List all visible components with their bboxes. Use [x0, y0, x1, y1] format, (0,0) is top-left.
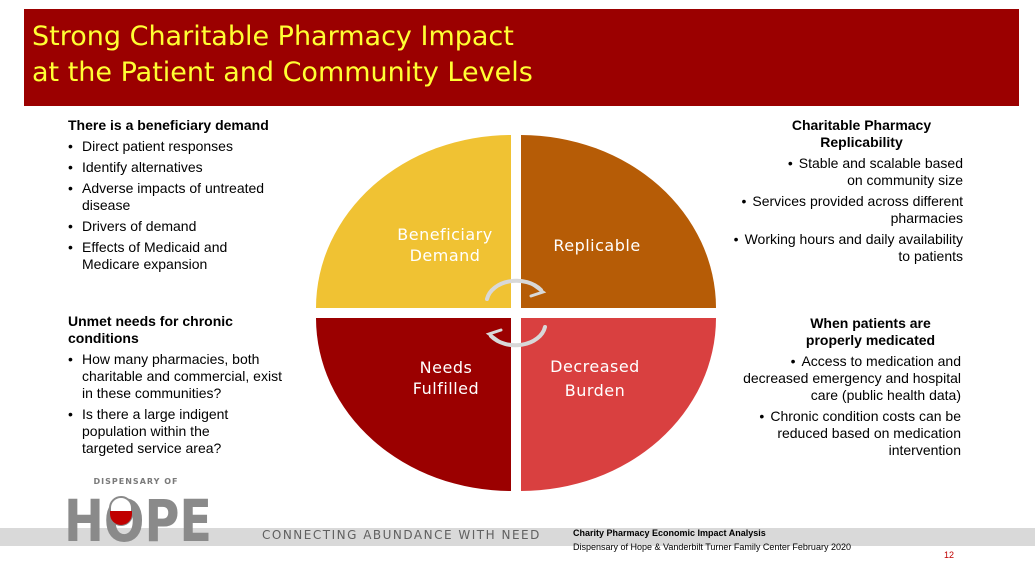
segment-label-replicable: Replicable [553, 236, 640, 255]
unmet-needs-heading: Unmet needs for chronic conditions [68, 313, 290, 347]
page-number: 12 [944, 550, 955, 560]
list-item: Direct patient responses [68, 138, 298, 155]
list-item: • Chronic condition costs can be reduced b… [759, 408, 961, 458]
list-item-line: reduced based on medication [777, 425, 961, 441]
footer-band [0, 528, 1035, 546]
dispensary-of-hope-logo: DISPENSARY OF HOPE [64, 475, 224, 555]
list-item: Is there a large indigent population wit… [68, 406, 262, 457]
replicability-heading-line-2: Replicability [820, 134, 903, 150]
replicability-list: • Stable and scalable based on community s… [700, 155, 963, 265]
unmet-needs-heading-line-1: Unmet needs for chronic [68, 313, 233, 329]
replicability-block: Charitable Pharmacy Replicability • Stabl… [700, 117, 963, 265]
list-item: Effects of Medicaid and Medicare expansi… [68, 239, 252, 273]
properly-medicated-heading-line-2: properly medicated [805, 332, 936, 348]
beneficiary-demand-heading: There is a beneficiary demand [68, 117, 269, 133]
list-item-line: decreased emergency and hospital [743, 370, 961, 386]
list-item-line: intervention [888, 442, 961, 458]
unmet-needs-heading-line-2: conditions [68, 330, 139, 346]
unmet-needs-block: Unmet needs for chronic conditions How m… [68, 313, 290, 457]
properly-medicated-heading-line-1: When patients are [810, 315, 931, 331]
list-item-line: Stable and scalable based [798, 155, 963, 171]
segment-needs-fulfilled [316, 318, 511, 491]
source-detail: Dispensary of Hope & Vanderbilt Turner F… [573, 542, 851, 552]
properly-medicated-block: When patients are properly medicated • Ac… [700, 315, 961, 459]
list-item-line: on community size [847, 172, 963, 188]
footer-base [0, 546, 1035, 583]
logo-small-text: DISPENSARY OF [94, 477, 179, 486]
segment-label-needs-fulfilled: Needs Fulfilled [413, 358, 479, 398]
replicability-heading: Charitable Pharmacy Replicability [700, 117, 963, 151]
list-item-line: Access to medication and [801, 353, 961, 369]
segment-replicable [521, 135, 716, 308]
list-item: Adverse impacts of untreated disease [68, 180, 292, 214]
slide-title-line-2: at the Patient and Community Levels [32, 57, 533, 88]
list-item: Drivers of demand [68, 218, 298, 235]
list-item: • Stable and scalable based on community s… [787, 155, 963, 188]
circular-arrows-icon [485, 278, 547, 348]
capsule-icon [109, 496, 133, 526]
segment-beneficiary-demand [316, 135, 511, 308]
slide-title-line-1: Strong Charitable Pharmacy Impact [32, 21, 514, 52]
list-item: • Working hours and daily availability to … [733, 231, 963, 264]
list-item-line: pharmacies [890, 210, 963, 226]
list-item-line: Working hours and daily availability [744, 231, 963, 247]
list-item-line: to patients [898, 248, 963, 264]
title-bar: Strong Charitable Pharmacy Impact at the… [24, 9, 1019, 106]
list-item-line: Services provided across different [752, 193, 963, 209]
segment-decreased-burden [521, 318, 716, 491]
replicability-heading-line-1: Charitable Pharmacy [791, 117, 932, 133]
segment-label-beneficiary-demand: Beneficiary Demand [397, 225, 492, 265]
list-item-line: care (public health data) [810, 387, 961, 403]
list-item: Identify alternatives [68, 159, 298, 176]
beneficiary-demand-block: There is a beneficiary demand Direct pat… [68, 117, 298, 273]
segment-label-decreased-burden: Decreased Burden [550, 357, 640, 400]
list-item-line: Chronic condition costs can be [770, 408, 961, 424]
logo-big-text: HOPE [64, 487, 212, 545]
list-item: How many pharmacies, both charitable and… [68, 351, 282, 402]
beneficiary-demand-list: Direct patient responses Identify altern… [68, 138, 298, 273]
list-item: • Access to medication and decreased emerg… [743, 353, 961, 403]
list-item: • Services provided across different pharm… [741, 193, 963, 226]
properly-medicated-heading: When patients are properly medicated [700, 315, 961, 349]
impact-cycle-diagram: Beneficiary Demand Replicable Decreased Bu… [316, 135, 716, 491]
unmet-needs-list: How many pharmacies, both charitable and… [68, 351, 290, 457]
logo-graphic: DISPENSARY OF HOPE [64, 477, 212, 555]
properly-medicated-list: • Access to medication and decreased emerg… [700, 353, 961, 459]
logo-tagline: CONNECTING ABUNDANCE WITH NEED [262, 528, 541, 542]
source-title: Charity Pharmacy Economic Impact Analysi… [573, 528, 766, 538]
